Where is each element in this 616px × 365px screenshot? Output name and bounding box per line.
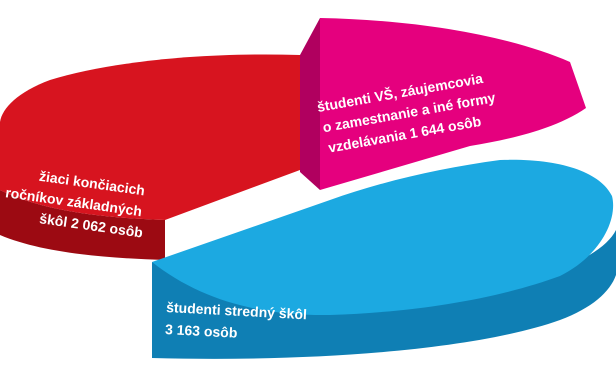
slice-magenta-side <box>300 18 320 190</box>
label-blue-line-2: 3 163 osôb <box>165 321 238 341</box>
slice-red <box>0 54 300 260</box>
slice-blue-top <box>152 159 614 316</box>
slice-blue <box>152 159 616 359</box>
slice-magenta-top <box>320 18 586 190</box>
label-blue-line-1: študenti stredný škôl <box>166 299 307 322</box>
slice-blue-side <box>152 230 616 359</box>
slice-red-top <box>0 54 300 220</box>
slice-magenta <box>300 18 586 190</box>
slice-red-side <box>0 190 165 260</box>
slice-label-blue: študenti stredný škôl 3 163 osôb <box>165 299 311 345</box>
